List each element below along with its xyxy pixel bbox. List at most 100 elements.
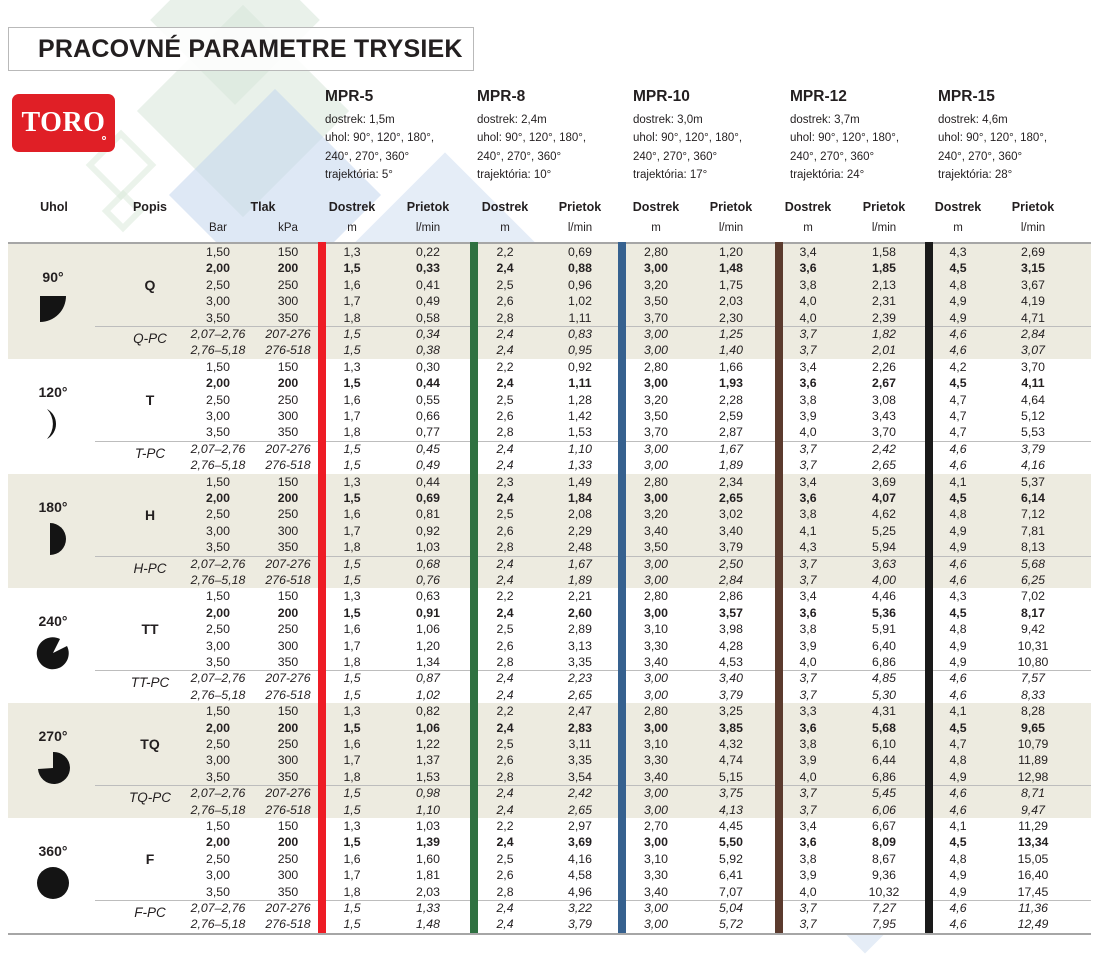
model-range: dostrek: 3,7m (790, 111, 942, 129)
cell-bar: 2,07–2,76 (180, 671, 256, 685)
cell-prietok: 13,34 (988, 835, 1078, 849)
cell-bar: 1,50 (180, 360, 256, 374)
cell-prietok: 10,80 (988, 655, 1078, 669)
angle-label: 90° (8, 269, 98, 285)
model-trajectory: trajektória: 5° (325, 166, 477, 184)
cell-bar: 2,07–2,76 (180, 786, 256, 800)
cell-prietok: 11,89 (988, 753, 1078, 767)
cell-bar: 2,76–5,18 (180, 917, 256, 931)
model-name: MPR-10 (633, 88, 785, 106)
toro-logo-text: TORO (22, 107, 106, 139)
spec-sheet-page: PRACOVNÉ PARAMETRE TRYSIEK TORO UholPopi… (0, 0, 1099, 960)
toro-logo: TORO (12, 94, 115, 152)
model-trajectory: trajektória: 24° (790, 166, 942, 184)
cell-bar: 3,00 (180, 868, 256, 882)
cell-prietok: 4,16 (988, 458, 1078, 472)
model-trajectory: trajektória: 28° (938, 166, 1090, 184)
model-header-mpr-5: MPR-5dostrek: 1,5muhol: 90°, 120°, 180°,… (325, 88, 477, 185)
model-name: MPR-12 (790, 88, 942, 106)
cell-bar: 2,76–5,18 (180, 343, 256, 357)
cell-prietok: 3,70 (988, 360, 1078, 374)
cell-bar: 3,00 (180, 524, 256, 538)
cell-bar: 3,50 (180, 770, 256, 784)
cell-bar: 2,07–2,76 (180, 442, 256, 456)
cell-bar: 2,50 (180, 393, 256, 407)
cell-prietok: 7,57 (988, 671, 1078, 685)
model-name: MPR-5 (325, 88, 477, 106)
registered-mark-icon (102, 136, 106, 140)
model-trajectory: trajektória: 10° (477, 166, 629, 184)
cell-prietok: 12,49 (988, 917, 1078, 931)
cell-bar: 2,50 (180, 507, 256, 521)
cell-prietok: 5,68 (988, 557, 1078, 571)
cell-bar: 2,00 (180, 261, 256, 275)
model-angles-line2: 240°, 270°, 360° (790, 148, 942, 166)
cell-prietok: 4,19 (988, 294, 1078, 308)
half-circle-icon (8, 522, 98, 561)
cell-prietok: 12,98 (988, 770, 1078, 784)
column-header-prietok-mpr-15: Prietok (988, 200, 1078, 214)
cell-bar: 2,50 (180, 737, 256, 751)
angle-label: 180° (8, 499, 98, 515)
model-angles-line1: uhol: 90°, 120°, 180°, (477, 129, 629, 147)
cell-prietok: 6,25 (988, 573, 1078, 587)
cell-bar: 3,50 (180, 540, 256, 554)
model-angles-line2: 240°, 270°, 360° (325, 148, 477, 166)
cell-bar: 3,50 (180, 885, 256, 899)
cell-bar: 1,50 (180, 475, 256, 489)
model-range: dostrek: 2,4m (477, 111, 629, 129)
cell-prietok: 10,31 (988, 639, 1078, 653)
cell-prietok: 17,45 (988, 885, 1078, 899)
cell-bar: 2,00 (180, 721, 256, 735)
cell-prietok: 7,02 (988, 589, 1078, 603)
cell-prietok: 3,07 (988, 343, 1078, 357)
cell-prietok: 9,42 (988, 622, 1078, 636)
cell-bar: 1,50 (180, 245, 256, 259)
model-angles-line1: uhol: 90°, 120°, 180°, (938, 129, 1090, 147)
model-separator-mpr-15 (925, 242, 933, 933)
cell-bar: 1,50 (180, 819, 256, 833)
cell-bar: 3,50 (180, 425, 256, 439)
cell-prietok: 2,84 (988, 327, 1078, 341)
model-angles-line1: uhol: 90°, 120°, 180°, (790, 129, 942, 147)
model-name: MPR-8 (477, 88, 629, 106)
cell-prietok: 4,71 (988, 311, 1078, 325)
cell-prietok: 16,40 (988, 868, 1078, 882)
cell-prietok: 5,53 (988, 425, 1078, 439)
cell-bar: 2,00 (180, 835, 256, 849)
cell-bar: 2,76–5,18 (180, 458, 256, 472)
model-separator-mpr-12 (775, 242, 783, 933)
model-separator-mpr-5 (318, 242, 326, 933)
model-header-mpr-8: MPR-8 dostrek: 2,4muhol: 90°, 120°, 180°,… (477, 88, 629, 185)
cell-bar: 2,00 (180, 606, 256, 620)
group-divider (8, 933, 1091, 935)
cell-bar: 3,00 (180, 409, 256, 423)
cell-prietok: 3,15 (988, 261, 1078, 275)
page-title-box: PRACOVNÉ PARAMETRE TRYSIEK (8, 27, 474, 71)
cell-prietok: 6,14 (988, 491, 1078, 505)
page-title: PRACOVNÉ PARAMETRE TRYSIEK (9, 35, 463, 64)
angle-label: 360° (8, 843, 98, 859)
model-header-mpr-15: MPR-15dostrek: 4,6muhol: 90°, 120°, 180°… (938, 88, 1090, 185)
cell-bar: 2,07–2,76 (180, 327, 256, 341)
model-header-mpr-10: MPR-10dostrek: 3,0muhol: 90°, 120°, 180°… (633, 88, 785, 185)
model-range: dostrek: 3,0m (633, 111, 785, 129)
cell-bar: 1,50 (180, 589, 256, 603)
third-circle-icon (8, 407, 98, 446)
cell-prietok: 7,12 (988, 507, 1078, 521)
cell-bar: 3,00 (180, 753, 256, 767)
cell-prietok: 15,05 (988, 852, 1078, 866)
model-header-mpr-12: MPR-12 dostrek: 3,7muhol: 90°, 120°, 180°… (790, 88, 942, 185)
cell-bar: 2,76–5,18 (180, 688, 256, 702)
quarter-circle-icon (8, 292, 98, 331)
cell-bar: 2,50 (180, 278, 256, 292)
column-unit-lmin-mpr-15: l/min (988, 222, 1078, 234)
cell-bar: 2,00 (180, 491, 256, 505)
cell-bar: 2,07–2,76 (180, 901, 256, 915)
model-separator-mpr-10 (618, 242, 626, 933)
model-name: MPR-15 (938, 88, 1090, 106)
angle-label: 240° (8, 613, 98, 629)
angle-label: 270° (8, 728, 98, 744)
model-angles-line1: uhol: 90°, 120°, 180°, (325, 129, 477, 147)
model-separator-mpr-8 (470, 242, 478, 933)
